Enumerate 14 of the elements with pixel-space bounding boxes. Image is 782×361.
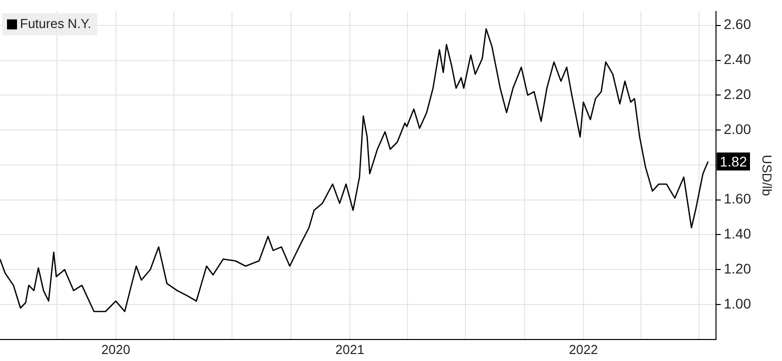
annotation: 1.82 [720,153,748,170]
legend-label: Futures N.Y. [20,16,92,31]
x-tick-label: 2021 [335,342,364,357]
y-tick-label: 1.40 [724,226,752,242]
y-tick-label: 2.20 [724,86,752,102]
y-tick-label: 2.60 [724,16,752,32]
x-tick-label: 2022 [568,342,598,357]
y-tick-label: 2.40 [724,51,752,68]
x-tick-label: 2020 [101,342,130,357]
y-axis-title: USD/lb [759,154,774,196]
y-tick-label: 1.60 [724,190,752,207]
y-tick-label: 1.20 [724,260,752,276]
y-tick-label: 1.00 [724,295,752,312]
y-tick-label: 2.00 [724,120,752,137]
